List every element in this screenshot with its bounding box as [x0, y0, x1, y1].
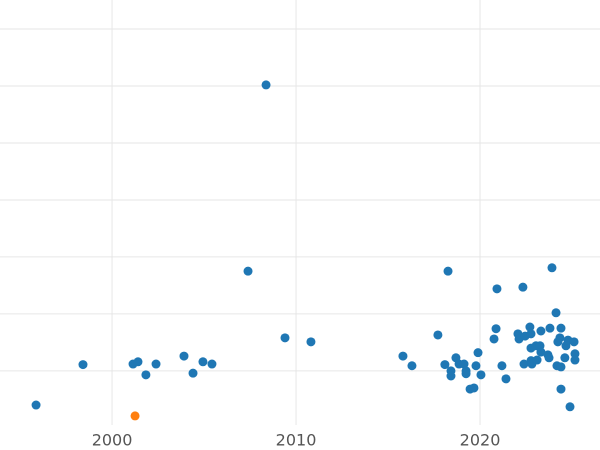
- point: [443, 266, 453, 276]
- point: [556, 323, 566, 333]
- point: [130, 411, 140, 421]
- point: [492, 284, 502, 294]
- point: [476, 370, 486, 380]
- point: [525, 322, 535, 332]
- point: [471, 361, 481, 371]
- x-tick-label: 2020: [460, 431, 501, 450]
- point: [31, 400, 41, 410]
- point: [560, 353, 570, 363]
- point: [446, 371, 456, 381]
- point: [151, 359, 161, 369]
- point: [179, 351, 189, 361]
- point: [556, 362, 566, 372]
- point: [532, 355, 542, 365]
- point: [501, 374, 511, 384]
- point: [519, 359, 529, 369]
- point: [545, 323, 555, 333]
- point: [551, 308, 561, 318]
- point: [569, 337, 579, 347]
- point: [526, 329, 536, 339]
- point: [518, 282, 528, 292]
- point: [497, 361, 507, 371]
- point: [459, 359, 469, 369]
- x-tick-label: 2000: [92, 431, 133, 450]
- point: [556, 384, 566, 394]
- point: [133, 357, 143, 367]
- point: [469, 383, 479, 393]
- point: [536, 326, 546, 336]
- point: [306, 337, 316, 347]
- x-tick-label: 2010: [276, 431, 317, 450]
- point: [398, 351, 408, 361]
- point: [536, 347, 546, 357]
- point: [243, 266, 253, 276]
- point: [188, 368, 198, 378]
- point: [440, 360, 450, 370]
- point: [565, 402, 575, 412]
- point: [141, 370, 151, 380]
- point: [78, 360, 88, 370]
- point: [544, 353, 554, 363]
- point: [547, 263, 557, 273]
- point: [198, 357, 208, 367]
- point: [433, 330, 443, 340]
- point: [461, 369, 471, 379]
- point: [491, 324, 501, 334]
- point: [555, 333, 565, 343]
- point: [261, 80, 271, 90]
- point: [570, 355, 580, 365]
- point: [473, 348, 483, 358]
- point: [489, 334, 499, 344]
- point: [280, 333, 290, 343]
- point: [207, 359, 217, 369]
- point: [407, 361, 417, 371]
- point: [570, 349, 580, 359]
